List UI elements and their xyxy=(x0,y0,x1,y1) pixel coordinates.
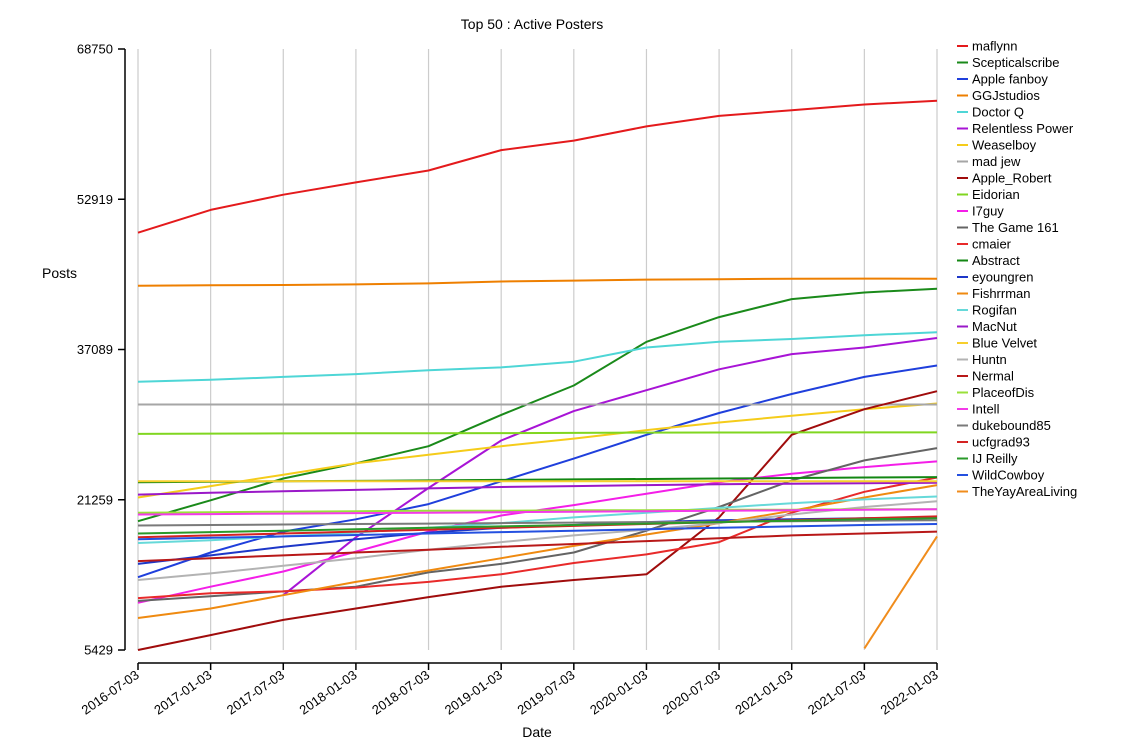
legend-label: MacNut xyxy=(972,319,1017,334)
y-axis-title: Posts xyxy=(42,265,77,281)
legend-label: PlaceofDis xyxy=(972,385,1035,400)
x-tick-label: 2018-01-03 xyxy=(297,667,360,717)
series-line xyxy=(137,484,938,619)
series-line xyxy=(137,390,938,651)
legend-label: Abstract xyxy=(972,253,1020,268)
x-tick-label: 2018-07-03 xyxy=(369,667,432,717)
x-tick-label: 2020-07-03 xyxy=(660,667,723,717)
legend-label: Blue Velvet xyxy=(972,336,1037,351)
legend-label: Fishrrman xyxy=(972,286,1031,301)
y-tick-label: 68750 xyxy=(77,42,113,57)
legend-label: TheYayAreaLiving xyxy=(972,484,1077,499)
legend-label: Weaselboy xyxy=(972,138,1037,153)
legend-label: Eidorian xyxy=(972,187,1020,202)
legend-label: IJ Reilly xyxy=(972,451,1018,466)
vertical-gridlines xyxy=(137,49,938,650)
x-tick-label: 2017-07-03 xyxy=(224,667,287,717)
legend-label: Relentless Power xyxy=(972,121,1074,136)
x-axis-title: Date xyxy=(522,724,552,740)
legend-label: Rogifan xyxy=(972,303,1017,318)
series-line xyxy=(863,535,938,649)
legend-label: ucfgrad93 xyxy=(972,435,1030,450)
legend-label: cmaier xyxy=(972,237,1012,252)
legend-label: Nermal xyxy=(972,369,1014,384)
chart-title: Top 50 : Active Posters xyxy=(461,16,603,32)
legend-label: mad jew xyxy=(972,154,1021,169)
x-tick-label: 2022-01-03 xyxy=(878,667,941,717)
legend-label: Scepticalscribe xyxy=(972,55,1059,70)
legend-label: WildCowboy xyxy=(972,468,1045,483)
legend-label: I7guy xyxy=(972,204,1004,219)
legend-label: Apple fanboy xyxy=(972,72,1048,87)
y-tick-label: 5429 xyxy=(84,643,113,658)
legend-label: Intell xyxy=(972,402,1000,417)
legend-label: eyoungren xyxy=(972,270,1033,285)
series-line xyxy=(137,508,938,516)
series-line xyxy=(137,431,937,435)
x-tick-label: 2020-01-03 xyxy=(587,667,650,717)
y-tick-label: 21259 xyxy=(77,492,113,507)
y-tick-label: 37089 xyxy=(77,342,113,357)
legend-label: Huntn xyxy=(972,352,1007,367)
x-tick-label: 2019-01-03 xyxy=(442,667,505,717)
series-line xyxy=(137,500,938,581)
series-line xyxy=(137,481,938,496)
legend-label: The Game 161 xyxy=(972,220,1059,235)
y-ticks: 5429 21259 37089 52919 68750 xyxy=(77,42,125,658)
series-lines xyxy=(137,99,938,651)
legend-label: Apple_Robert xyxy=(972,171,1052,186)
series-line xyxy=(137,364,938,579)
x-tick-label: 2017-01-03 xyxy=(151,667,214,717)
series-line xyxy=(137,530,938,563)
y-tick-label: 52919 xyxy=(77,192,113,207)
series-line xyxy=(137,523,938,541)
series-line xyxy=(137,331,938,383)
legend-label: Doctor Q xyxy=(972,105,1024,120)
series-line xyxy=(137,99,938,234)
series-line xyxy=(137,402,938,499)
x-tick-label: 2016-07-03 xyxy=(79,667,142,717)
legend-label: maflynn xyxy=(972,39,1018,54)
legend-label: dukebound85 xyxy=(972,418,1051,433)
axes xyxy=(124,49,937,664)
series-line xyxy=(137,517,938,535)
x-ticks: 2016-07-03 2017-01-03 2017-07-03 2018-01-03… xyxy=(79,663,941,718)
x-tick-label: 2021-01-03 xyxy=(732,667,795,717)
legend-label: GGJstudios xyxy=(972,88,1040,103)
x-tick-label: 2019-07-03 xyxy=(514,667,577,717)
x-tick-label: 2021-07-03 xyxy=(805,667,868,717)
series-line xyxy=(137,277,938,287)
